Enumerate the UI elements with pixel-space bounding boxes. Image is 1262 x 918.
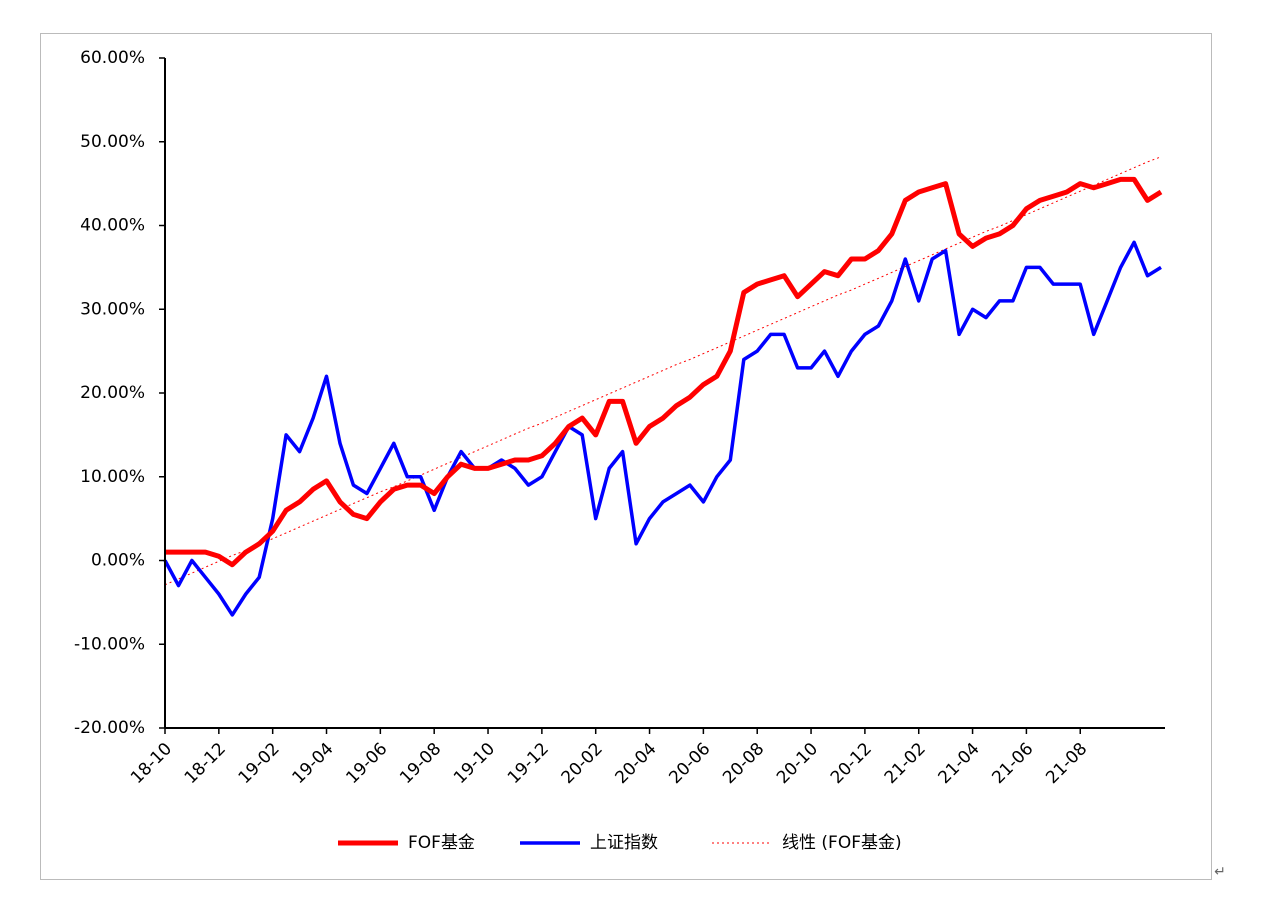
y-tick-label: 10.00%: [80, 467, 145, 487]
legend-label: 上证指数: [590, 833, 658, 853]
y-tick-label: -10.00%: [74, 634, 145, 654]
return-mark: ↵: [1214, 864, 1226, 880]
y-tick-label: 0.00%: [91, 551, 145, 571]
series-line: [164, 156, 1162, 586]
legend-label: 线性 (FOF基金): [782, 833, 902, 853]
series-line: [165, 176, 1163, 568]
y-tick-label: 40.00%: [80, 216, 145, 236]
y-tick-label: 20.00%: [80, 383, 145, 403]
series-line: [163, 240, 1162, 617]
legend-label: FOF基金: [408, 833, 475, 853]
chart-frame: [40, 33, 1212, 880]
y-tick-label: -20.00%: [74, 718, 145, 738]
y-tick-label: 60.00%: [80, 48, 145, 68]
y-tick-label: 50.00%: [80, 132, 145, 152]
y-tick-label: 30.00%: [80, 299, 145, 319]
